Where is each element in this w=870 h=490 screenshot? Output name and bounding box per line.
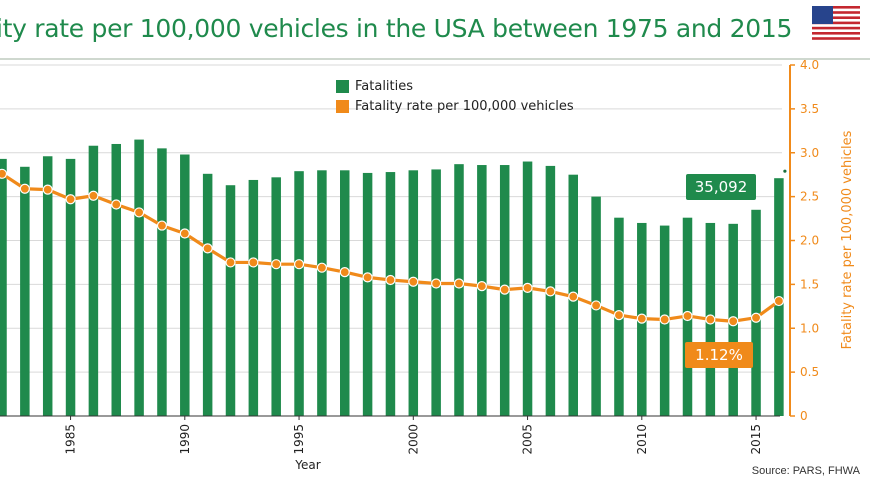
rate-point — [293, 259, 305, 270]
bar — [202, 173, 213, 416]
right-axis-tick-label: 0.5 — [800, 365, 819, 379]
rate-point — [476, 281, 487, 292]
bar — [42, 156, 53, 416]
rate-point — [0, 168, 8, 179]
right-axis-title: Fatality rate per 100,000 vehicles — [840, 130, 855, 349]
rate-point — [225, 257, 236, 268]
right-axis-tick-label: 4.0 — [800, 58, 819, 72]
right-axis-tick-label: 1.5 — [800, 277, 819, 291]
rate-point — [385, 274, 396, 286]
rate-point — [134, 207, 145, 218]
bar — [294, 171, 304, 416]
bar — [225, 185, 236, 416]
right-axis-tick-label: 1.0 — [800, 321, 819, 335]
bar — [157, 148, 167, 417]
right-axis-tick-label: 0 — [800, 409, 808, 423]
legend-swatch-rate — [336, 99, 349, 113]
header-area: ity rate per 100,000 vehicles in the USA… — [0, 0, 870, 62]
bar — [340, 170, 350, 416]
bar — [20, 166, 30, 416]
rate-point — [408, 276, 419, 287]
rate-point — [773, 295, 785, 307]
x-tick-label: 2000 — [406, 424, 420, 455]
right-axis-tick-label: 2.5 — [800, 190, 819, 204]
x-tick-label: 1990 — [178, 424, 192, 455]
rate-point — [362, 272, 373, 283]
legend-label-fatalities: Fatalities — [355, 78, 414, 94]
rate-point — [499, 284, 510, 295]
x-tick-label: 2010 — [635, 424, 649, 455]
bar — [362, 172, 373, 416]
rate-point — [111, 199, 122, 210]
rate-point — [728, 316, 739, 327]
x-tick-label: 2005 — [521, 424, 535, 455]
bar — [454, 164, 464, 416]
bar — [0, 158, 7, 416]
x-tick-label: 2015 — [749, 424, 763, 455]
usa-flag-icon — [812, 6, 860, 40]
rate-point — [316, 262, 327, 273]
annotation-dot — [783, 169, 787, 173]
right-axis-tick-label: 3.0 — [800, 146, 819, 160]
rate-point — [522, 282, 533, 293]
rate-point — [568, 291, 579, 302]
right-axis-tick-label: 3.5 — [800, 102, 819, 116]
bar — [111, 143, 121, 416]
chart-title: ity rate per 100,000 vehicles in the USA… — [0, 14, 793, 43]
rate-point — [339, 266, 350, 278]
x-axis-title: Year — [294, 458, 320, 472]
rate-point — [88, 190, 99, 201]
rate-point — [545, 286, 556, 297]
rate-point — [65, 194, 76, 205]
right-axis-tick-label: 2.0 — [800, 234, 819, 248]
rate-point — [705, 314, 716, 325]
fatalities-2016-badge: 35,092 — [686, 174, 756, 200]
legend-item-rate: Fatality rate per 100,000 vehicles — [336, 96, 574, 116]
x-tick-label: 1995 — [292, 424, 306, 455]
rate-point — [659, 314, 670, 325]
rate-point — [248, 257, 259, 268]
rate-point — [271, 259, 282, 270]
legend-swatch-fatalities — [336, 79, 349, 93]
rate-point — [156, 220, 168, 231]
bar — [248, 179, 259, 416]
bar — [134, 139, 144, 416]
bar — [88, 145, 99, 417]
bar — [408, 170, 419, 416]
rate-point — [590, 300, 602, 311]
bar — [271, 177, 281, 416]
rate-point — [179, 228, 190, 239]
bar — [431, 169, 441, 416]
x-tick-label: 1985 — [64, 424, 78, 455]
rate-point — [19, 183, 30, 194]
title-divider — [0, 58, 870, 60]
rate-point — [750, 312, 762, 323]
bar — [65, 158, 76, 416]
bar — [385, 172, 396, 416]
rate-point — [42, 184, 53, 195]
rate-point — [453, 278, 465, 289]
rate-2016-badge: 1.12% — [685, 342, 753, 368]
source-note: Source: PARS, FHWA — [751, 465, 860, 477]
legend: Fatalities Fatality rate per 100,000 veh… — [336, 76, 574, 116]
rate-point — [431, 278, 442, 289]
bar — [180, 154, 190, 416]
rate-point — [613, 309, 625, 321]
legend-label-rate: Fatality rate per 100,000 vehicles — [355, 98, 574, 114]
rate-point — [636, 313, 647, 324]
rate-point — [202, 243, 213, 254]
bar — [317, 170, 327, 416]
rate-point — [682, 310, 693, 322]
legend-item-fatalities: Fatalities — [336, 76, 574, 96]
